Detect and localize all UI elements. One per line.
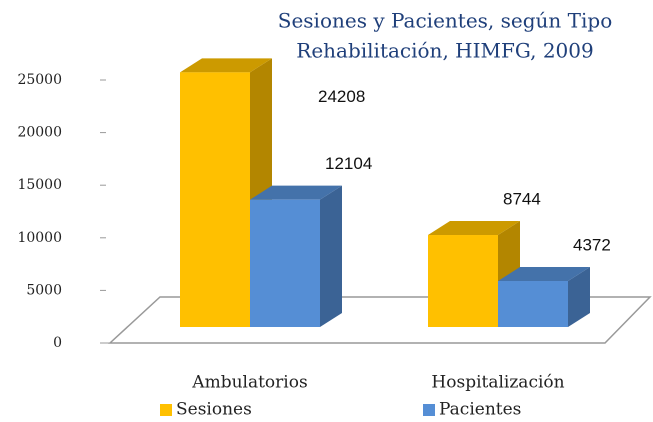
bar-top <box>180 58 272 73</box>
legend-label: Sesiones <box>176 400 252 420</box>
bar-side <box>320 185 342 327</box>
bar-top <box>250 185 342 200</box>
y-tick-label: 10000 <box>17 230 62 246</box>
x-tick-label: Ambulatorios <box>191 373 307 393</box>
bar <box>498 281 568 327</box>
bar-side <box>568 267 590 327</box>
legend-label: Pacientes <box>439 400 521 420</box>
chart-title: Rehabilitación, HIMFG, 2009 <box>296 39 593 63</box>
data-label: 24208 <box>318 87 365 106</box>
bar-top <box>498 267 590 282</box>
chart-title: Sesiones y Pacientes, según Tipo <box>278 9 612 33</box>
data-label: 4372 <box>573 235 611 254</box>
y-tick-label: 0 <box>53 335 62 351</box>
y-tick-label: 5000 <box>26 282 62 298</box>
data-label: 8744 <box>503 189 541 208</box>
y-tick-label: 20000 <box>17 125 62 141</box>
data-label: 12104 <box>325 154 372 173</box>
legend-swatch <box>160 404 172 416</box>
y-tick-label: 25000 <box>17 72 62 88</box>
legend-swatch <box>423 404 435 416</box>
floor <box>108 296 652 344</box>
bar <box>428 235 498 327</box>
bar <box>180 72 250 327</box>
y-tick-label: 15000 <box>17 177 62 193</box>
bar-top <box>428 221 520 236</box>
x-tick-label: Hospitalización <box>431 373 564 393</box>
bar <box>250 199 320 327</box>
